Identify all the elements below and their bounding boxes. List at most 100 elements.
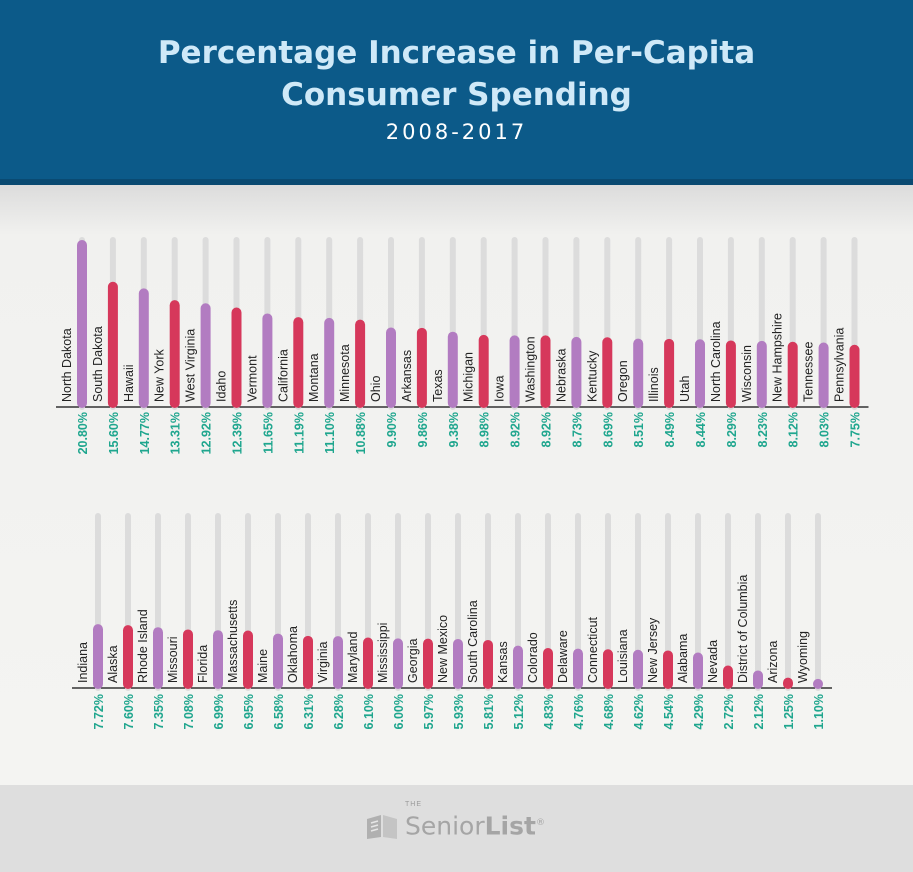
value-label-new-hampshire: 8.12%: [787, 412, 801, 447]
value-label-michigan: 8.98%: [478, 412, 492, 447]
bar-maine: [273, 634, 283, 689]
value-label-new-mexico: 5.93%: [452, 694, 466, 729]
category-label-new-york: New York: [153, 348, 167, 402]
bar-colorado: [543, 648, 553, 689]
category-label-montana: Montana: [307, 353, 321, 402]
bar-west-virginia: [201, 303, 211, 408]
bar-louisiana: [633, 650, 643, 689]
bar-connecticut: [603, 649, 613, 689]
value-label-massachusetts: 6.95%: [242, 694, 256, 729]
bar-south-carolina: [483, 640, 493, 689]
bar-georgia: [423, 639, 433, 689]
category-label-california: California: [276, 349, 290, 402]
category-label-arizona: Arizona: [766, 641, 780, 683]
bar-iowa: [510, 335, 520, 408]
category-label-south-dakota: South Dakota: [91, 326, 105, 402]
category-label-arkansas: Arkansas: [400, 350, 414, 402]
value-label-kentucky: 8.69%: [601, 412, 615, 447]
category-label-indiana: Indiana: [76, 642, 90, 683]
bar-new-jersey: [663, 650, 673, 689]
category-label-idaho: Idaho: [215, 371, 229, 402]
value-label-missouri: 7.08%: [182, 694, 196, 729]
value-label-minnesota: 10.88%: [354, 412, 368, 454]
value-label-new-jersey: 4.54%: [662, 694, 676, 729]
value-label-alaska: 7.60%: [122, 694, 136, 729]
logo-text-bold: List: [485, 811, 536, 840]
value-label-south-dakota: 15.60%: [107, 412, 121, 454]
bar-illinois: [664, 339, 674, 408]
value-label-nevada: 2.72%: [722, 694, 736, 729]
value-label-vermont: 11.65%: [261, 412, 275, 454]
category-label-new-hampshire: New Hampshire: [771, 313, 785, 402]
bar-michigan: [479, 335, 489, 408]
bar-new-york: [170, 300, 180, 408]
value-label-wyoming: 1.10%: [812, 694, 826, 729]
category-label-district-of-columbia: District of Columbia: [736, 575, 750, 683]
category-label-virginia: Virginia: [316, 641, 330, 683]
value-label-idaho: 12.39%: [231, 412, 245, 454]
bar-missouri: [183, 629, 193, 689]
bar-indiana: [93, 624, 103, 689]
category-label-mississippi: Mississippi: [376, 623, 390, 683]
value-label-maryland: 6.10%: [362, 694, 376, 729]
category-label-delaware: Delaware: [556, 630, 570, 683]
value-label-colorado: 4.83%: [542, 694, 556, 729]
bar-delaware: [573, 649, 583, 689]
value-label-tennessee: 8.03%: [818, 412, 832, 447]
value-label-montana: 11.10%: [323, 412, 337, 454]
category-label-wyoming: Wyoming: [796, 631, 810, 683]
logo-the-text: THE: [405, 801, 422, 808]
category-label-new-jersey: New Jersey: [646, 617, 660, 683]
bar-mississippi: [393, 638, 403, 689]
bar-arkansas: [417, 328, 427, 408]
value-label-district-of-columbia: 2.12%: [752, 694, 766, 729]
value-label-connecticut: 4.68%: [602, 694, 616, 729]
category-label-washington: Washington: [524, 336, 538, 402]
category-label-north-dakota: North Dakota: [60, 328, 74, 402]
value-label-pennsylvania: 7.75%: [849, 412, 863, 447]
bar-virginia: [333, 636, 343, 689]
category-label-vermont: Vermont: [245, 355, 259, 402]
bar-montana: [324, 318, 334, 408]
bar-maryland: [363, 638, 373, 689]
category-label-colorado: Colorado: [526, 632, 540, 683]
category-label-maine: Maine: [256, 649, 270, 683]
bar-pennsylvania: [850, 345, 860, 408]
bar-oklahoma: [303, 636, 313, 689]
category-label-kentucky: Kentucky: [585, 350, 599, 402]
value-label-delaware: 4.76%: [572, 694, 586, 729]
category-label-michigan: Michigan: [462, 352, 476, 402]
value-label-oklahoma: 6.31%: [302, 694, 316, 729]
value-label-south-carolina: 5.81%: [482, 694, 496, 729]
value-label-utah: 8.44%: [694, 412, 708, 447]
bar-vermont: [262, 313, 272, 408]
category-label-connecticut: Connecticut: [586, 616, 600, 683]
bar-rhode-island: [153, 627, 163, 689]
category-label-alaska: Alaska: [106, 645, 120, 683]
category-label-new-mexico: New Mexico: [436, 615, 450, 683]
registered-mark: ®: [536, 818, 545, 828]
category-label-west-virginia: West Virginia: [184, 329, 198, 402]
value-label-florida: 6.99%: [212, 694, 226, 729]
logo-text: SeniorList®: [405, 808, 545, 841]
bar-idaho: [232, 308, 242, 408]
value-label-new-york: 13.31%: [169, 412, 183, 454]
category-label-georgia: Georgia: [406, 638, 420, 683]
bar-nebraska: [571, 337, 581, 408]
category-label-iowa: Iowa: [493, 376, 507, 402]
category-label-illinois: Illinois: [647, 367, 661, 402]
bar-minnesota: [355, 320, 365, 408]
category-label-oklahoma: Oklahoma: [286, 626, 300, 683]
value-label-washington: 8.92%: [540, 412, 554, 447]
senior-list-logo: THE SeniorList®: [365, 808, 545, 841]
bar-washington: [541, 335, 551, 408]
bar-north-dakota: [77, 240, 87, 408]
value-label-georgia: 5.97%: [422, 694, 436, 729]
bar-wisconsin: [757, 341, 767, 408]
category-label-pennsylvania: Pennsylvania: [833, 328, 847, 402]
value-label-texas: 9.38%: [447, 412, 461, 447]
category-label-nebraska: Nebraska: [554, 348, 568, 402]
bar-south-dakota: [108, 282, 118, 408]
category-label-maryland: Maryland: [346, 632, 360, 683]
category-label-massachusetts: Massachusetts: [226, 600, 240, 683]
